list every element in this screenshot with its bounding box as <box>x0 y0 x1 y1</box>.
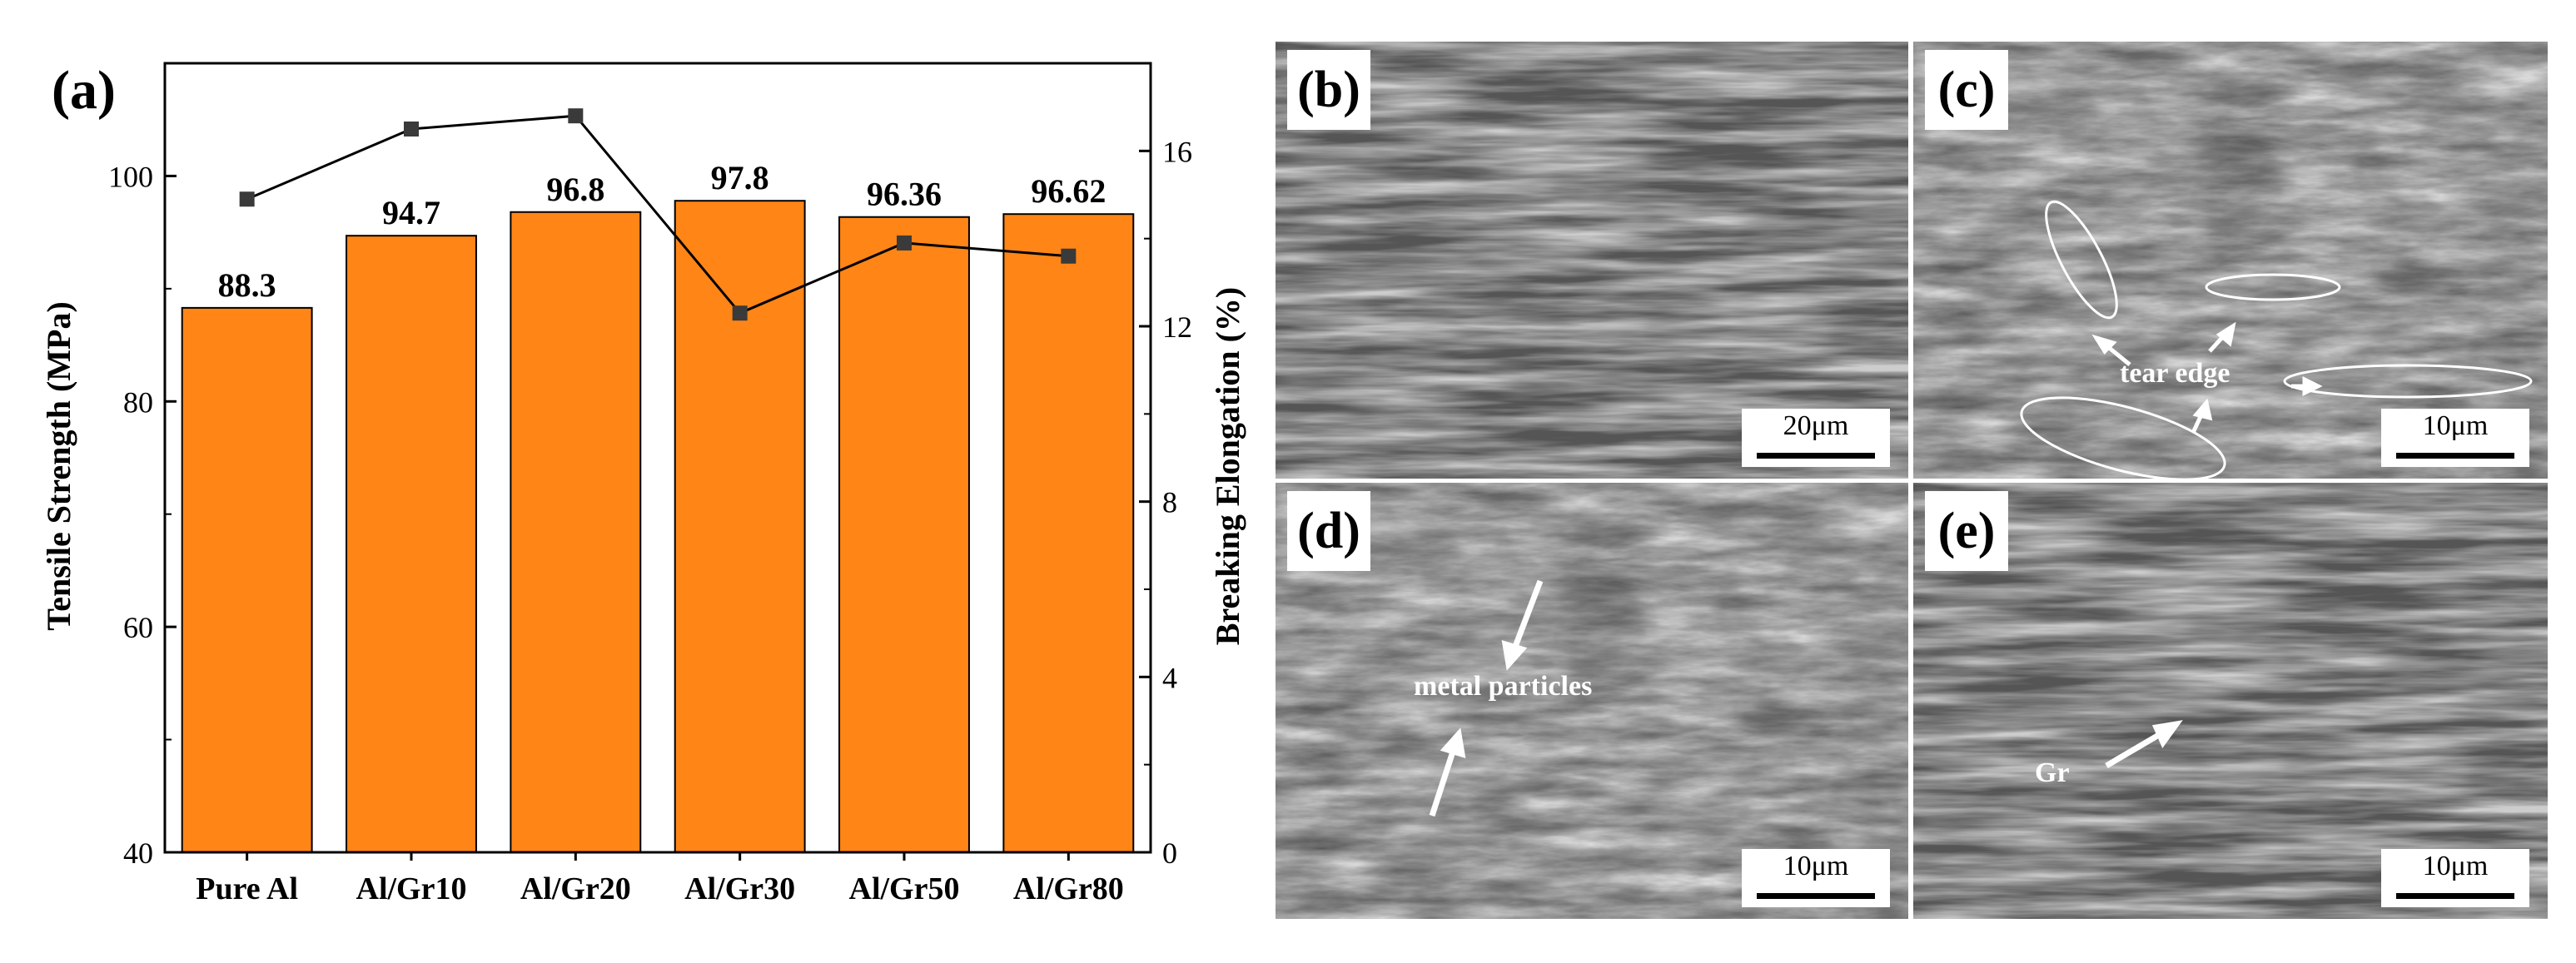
sem-panel-e: (e) Gr 10μm <box>1913 483 2548 919</box>
elongation-marker <box>404 122 419 137</box>
sem-panel-c: (c) tear edge 10μm <box>1913 42 2548 479</box>
x-tick-label: Pure Al <box>196 871 298 906</box>
sem-image-c <box>1913 42 2548 479</box>
panel-b-label: (b) <box>1287 50 1370 130</box>
bar <box>346 235 477 854</box>
scale-bar-b: 20μm <box>1742 409 1890 467</box>
y-axis-title: Tensile Strength (MPa) <box>40 301 77 631</box>
sem-image-d <box>1276 483 1908 919</box>
y2-tick-label: 16 <box>1162 135 1192 168</box>
scale-line-d <box>1757 893 1875 899</box>
tensile-chart: 88.3 94.7 96.8 97.8 96.36 96.62 40 60 80 100 0 4 8 12… <box>40 60 1246 906</box>
y2-tick-label: 12 <box>1162 310 1192 344</box>
y2-tick-label: 8 <box>1162 486 1177 519</box>
sem-panel-b: (b) 20μm <box>1276 42 1908 479</box>
scale-bar-d: 10μm <box>1742 849 1890 907</box>
scale-text-c: 10μm <box>2422 410 2489 441</box>
bar-value-label: 96.62 <box>1031 172 1106 210</box>
y-tick-label: 40 <box>123 836 153 870</box>
scale-line-b <box>1757 453 1875 459</box>
scale-text-d: 10μm <box>1783 851 1849 881</box>
elongation-marker <box>239 191 255 207</box>
plot-frame <box>163 62 1152 854</box>
bar <box>181 306 313 853</box>
panel-d-label: (d) <box>1287 491 1370 571</box>
bar-value-label: 96.8 <box>546 171 604 208</box>
y2-axis-title: Breaking Elongation (%) <box>1209 287 1246 645</box>
x-tick-label: Al/Gr50 <box>849 871 960 906</box>
y2-tick-label: 4 <box>1162 661 1177 694</box>
scale-text-b: 20μm <box>1783 410 1849 441</box>
annotation-metal-particles: metal particles <box>1414 671 1593 702</box>
y-tick-label: 100 <box>108 160 153 193</box>
sem-image-e <box>1913 483 2548 919</box>
y-tick-label: 80 <box>123 385 153 419</box>
bar <box>838 216 970 854</box>
scale-bar-c: 10μm <box>2381 409 2529 467</box>
elongation-marker <box>897 235 912 251</box>
x-tick-label: Al/Gr80 <box>1013 871 1124 906</box>
scale-text-e: 10μm <box>2422 851 2489 881</box>
bar <box>510 211 642 854</box>
x-tick-label: Al/Gr10 <box>356 871 467 906</box>
panel-a-label: (a) <box>52 60 116 121</box>
elongation-marker <box>732 305 748 321</box>
panel-e-label: (e) <box>1925 491 2008 571</box>
panel-c-label: (c) <box>1925 50 2008 130</box>
sem-panel-d: (d) metal particles 10μm <box>1276 483 1908 919</box>
bar-value-label: 88.3 <box>218 266 276 304</box>
bar <box>674 200 806 854</box>
x-tick-label: Al/Gr20 <box>520 871 631 906</box>
elongation-marker <box>568 108 584 124</box>
bar-value-label: 94.7 <box>382 194 440 231</box>
bar-value-label: 96.36 <box>867 176 942 213</box>
scale-bar-e: 10μm <box>2381 849 2529 907</box>
scale-line-c <box>2396 453 2514 459</box>
bar-value-label: 97.8 <box>711 159 769 196</box>
sem-image-b <box>1276 42 1908 479</box>
scale-line-e <box>2396 893 2514 899</box>
y-tick-label: 60 <box>123 611 153 644</box>
y2-tick-label: 0 <box>1162 836 1177 870</box>
annotation-gr: Gr <box>2035 757 2070 788</box>
x-tick-label: Al/Gr30 <box>684 871 795 906</box>
elongation-line <box>246 114 1069 315</box>
bar <box>1002 213 1135 853</box>
elongation-marker <box>1061 248 1077 264</box>
annotation-tear-edge: tear edge <box>2120 358 2230 389</box>
